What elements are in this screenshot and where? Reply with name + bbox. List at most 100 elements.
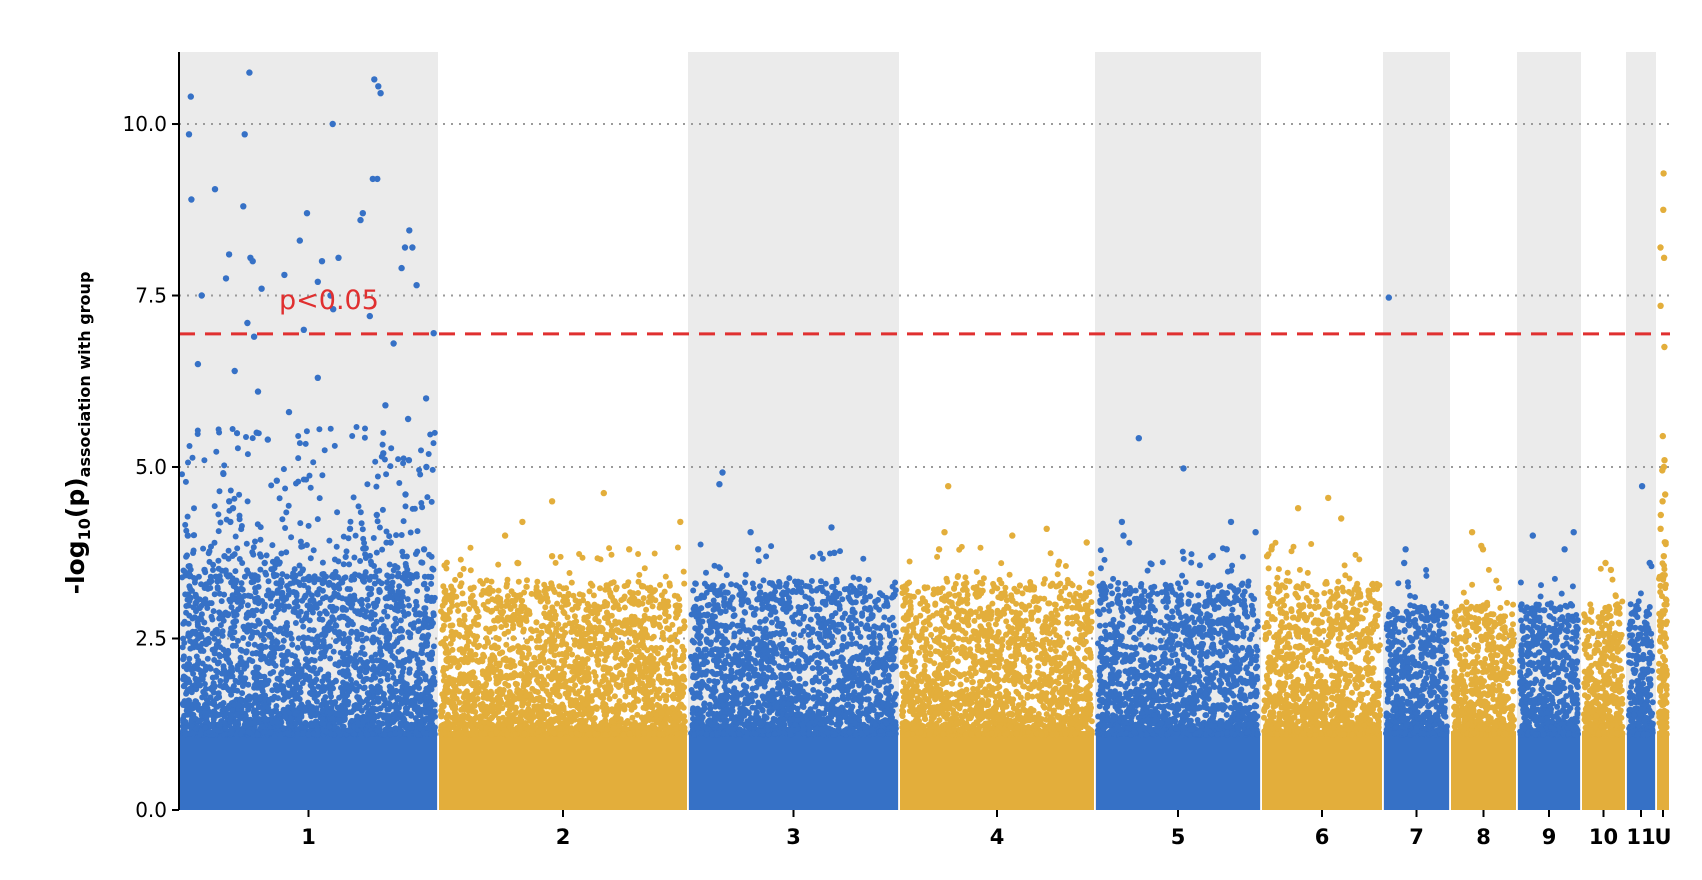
point bbox=[505, 699, 512, 705]
point bbox=[270, 614, 277, 621]
point bbox=[465, 638, 472, 645]
point bbox=[298, 724, 305, 730]
point bbox=[520, 628, 527, 635]
point bbox=[303, 428, 310, 435]
point bbox=[591, 669, 598, 676]
point bbox=[229, 595, 236, 602]
point bbox=[303, 613, 309, 620]
point bbox=[422, 673, 429, 680]
point bbox=[383, 603, 390, 610]
point bbox=[297, 520, 304, 527]
point bbox=[672, 631, 679, 638]
point bbox=[523, 692, 530, 699]
point bbox=[307, 484, 314, 491]
point bbox=[377, 678, 384, 684]
point bbox=[470, 691, 477, 698]
point bbox=[232, 533, 239, 540]
point bbox=[257, 566, 264, 573]
point bbox=[483, 635, 490, 642]
point bbox=[277, 677, 284, 684]
point bbox=[300, 582, 307, 589]
point bbox=[565, 685, 572, 692]
point bbox=[644, 585, 651, 592]
point bbox=[679, 643, 686, 650]
point bbox=[317, 643, 324, 650]
point bbox=[378, 616, 385, 623]
point bbox=[493, 634, 500, 641]
point bbox=[358, 631, 365, 638]
point bbox=[440, 664, 447, 671]
point bbox=[297, 689, 304, 696]
point bbox=[486, 704, 492, 711]
point bbox=[385, 722, 392, 729]
point bbox=[216, 488, 223, 495]
point bbox=[186, 597, 193, 604]
point bbox=[635, 590, 642, 596]
point bbox=[249, 435, 256, 442]
point bbox=[312, 640, 319, 647]
point bbox=[442, 616, 449, 623]
point bbox=[353, 424, 360, 430]
point bbox=[512, 731, 519, 738]
point bbox=[376, 588, 383, 595]
point bbox=[603, 631, 609, 638]
point bbox=[295, 635, 302, 642]
point bbox=[424, 585, 431, 592]
point bbox=[641, 723, 648, 729]
point bbox=[469, 696, 476, 703]
point bbox=[216, 721, 223, 728]
point bbox=[575, 600, 582, 607]
point bbox=[595, 657, 602, 664]
point bbox=[362, 626, 369, 632]
point bbox=[547, 703, 554, 710]
point bbox=[574, 654, 581, 661]
point bbox=[486, 675, 493, 682]
point bbox=[543, 688, 550, 695]
point bbox=[319, 616, 326, 623]
point bbox=[285, 502, 292, 509]
point bbox=[182, 731, 188, 738]
point bbox=[363, 704, 370, 711]
point bbox=[471, 703, 478, 709]
point bbox=[352, 532, 359, 539]
point bbox=[321, 685, 328, 692]
point bbox=[273, 703, 280, 709]
point bbox=[536, 697, 543, 704]
point bbox=[496, 650, 503, 657]
point bbox=[196, 605, 203, 612]
point bbox=[247, 593, 254, 600]
point bbox=[404, 596, 411, 603]
point bbox=[601, 712, 608, 719]
point bbox=[518, 597, 525, 604]
point bbox=[560, 681, 567, 688]
point bbox=[449, 590, 456, 597]
point bbox=[457, 556, 464, 563]
point bbox=[201, 457, 208, 464]
point bbox=[398, 673, 405, 680]
point bbox=[417, 721, 424, 728]
point bbox=[529, 666, 536, 673]
point bbox=[487, 656, 494, 663]
point bbox=[560, 670, 567, 677]
point bbox=[307, 682, 314, 689]
point bbox=[209, 646, 216, 653]
point bbox=[404, 566, 411, 573]
point bbox=[645, 710, 652, 717]
point bbox=[209, 721, 216, 728]
point bbox=[208, 543, 214, 550]
point bbox=[621, 593, 628, 600]
point bbox=[319, 678, 326, 685]
point bbox=[183, 698, 190, 705]
point bbox=[193, 599, 200, 605]
point bbox=[419, 504, 426, 511]
point bbox=[407, 529, 414, 536]
point bbox=[592, 630, 599, 637]
point bbox=[391, 628, 398, 635]
point bbox=[453, 695, 460, 702]
point bbox=[340, 631, 347, 637]
point bbox=[551, 589, 558, 595]
point bbox=[475, 613, 482, 620]
point bbox=[635, 723, 642, 730]
point bbox=[425, 632, 432, 639]
